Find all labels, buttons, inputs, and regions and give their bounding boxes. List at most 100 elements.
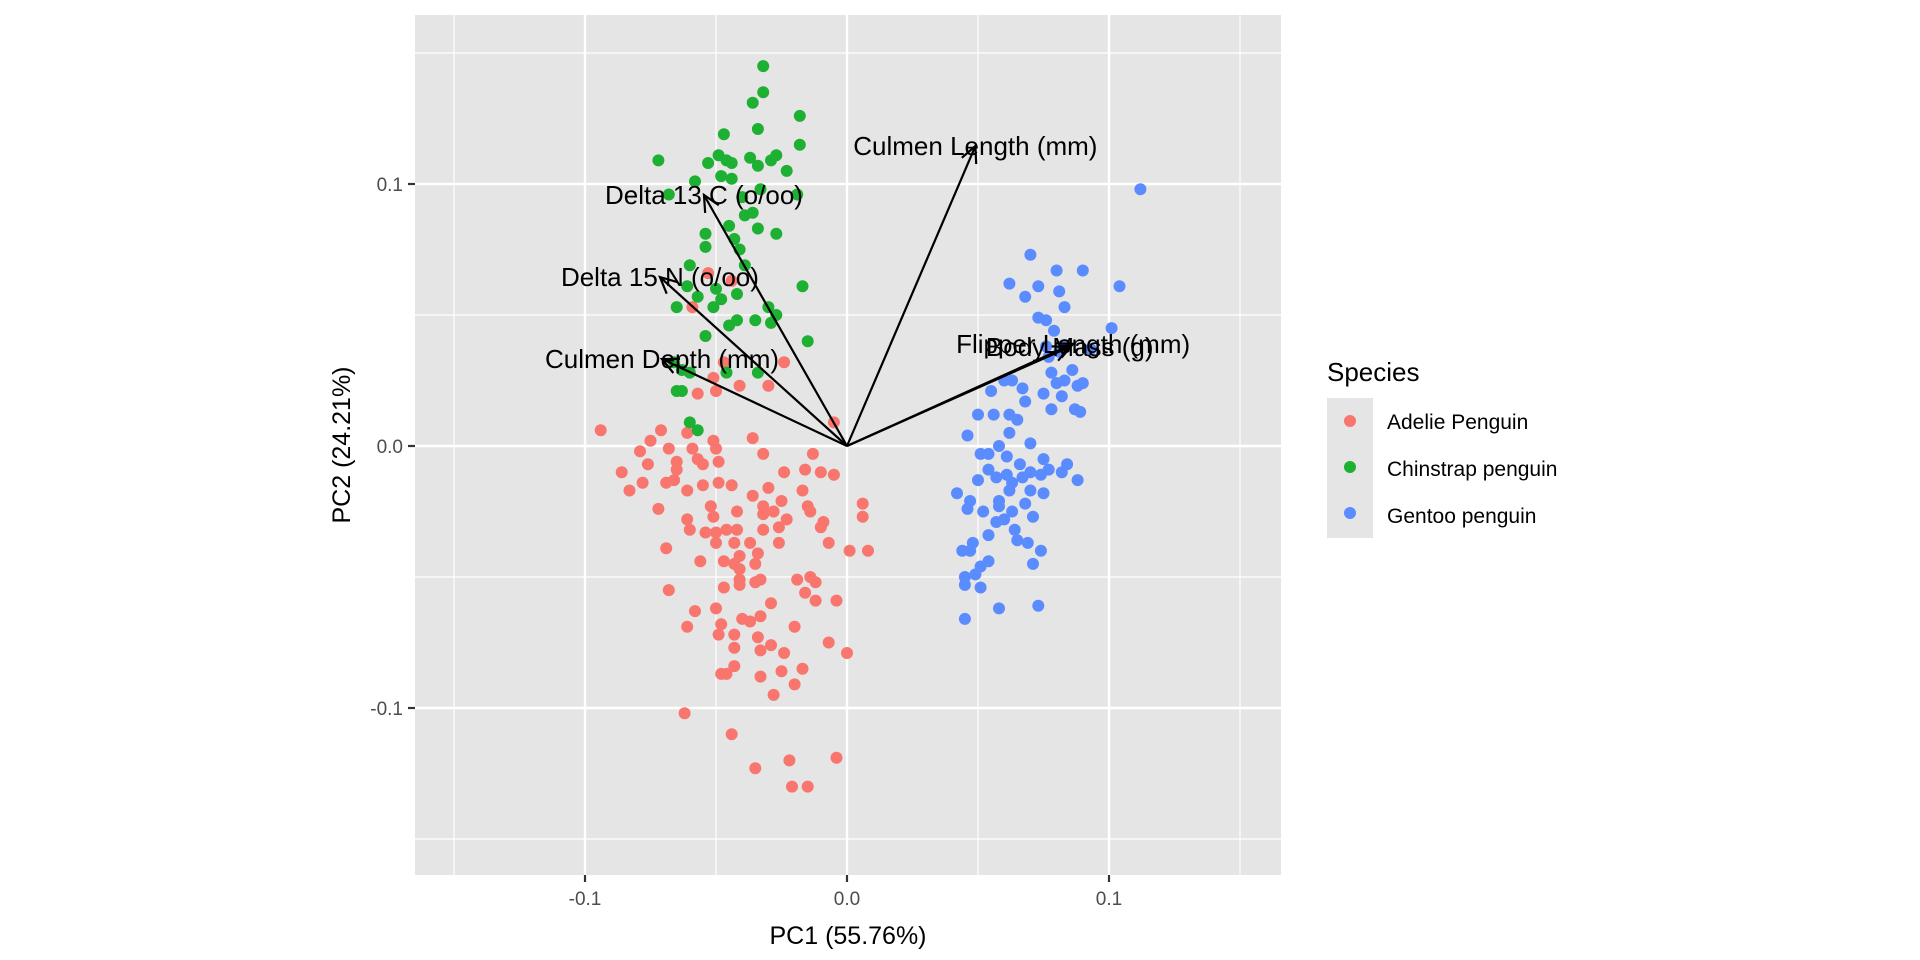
point-adelie [641, 458, 654, 471]
point-adelie [799, 463, 812, 476]
point-adelie [744, 536, 757, 549]
point-chinstrap [744, 151, 757, 164]
point-adelie [694, 555, 707, 568]
point-gentoo [1024, 484, 1037, 497]
point-gentoo [993, 602, 1005, 615]
point-gentoo [982, 447, 995, 460]
point-adelie [707, 510, 720, 523]
label-culmen-length-mm: Culmen Length (mm) [853, 131, 1097, 161]
point-adelie [725, 274, 738, 287]
point-adelie [615, 466, 628, 479]
point-adelie [757, 447, 770, 460]
point-adelie [754, 644, 767, 657]
point-adelie [655, 424, 667, 437]
point-adelie [809, 576, 822, 589]
point-gentoo [972, 474, 984, 487]
arrow-culmen-depth-mm [661, 358, 848, 447]
point-adelie [662, 584, 675, 597]
legend-title: Species [1327, 357, 1420, 387]
point-gentoo [961, 429, 974, 442]
point-gentoo [1019, 497, 1032, 510]
point-gentoo [1021, 536, 1034, 549]
point-adelie [712, 476, 725, 489]
legend-key-adelie [1344, 415, 1356, 427]
point-gentoo [964, 544, 977, 557]
point-adelie [843, 544, 856, 557]
point-chinstrap [754, 183, 767, 196]
point-gentoo [1003, 426, 1016, 439]
label-flipper-length-mm: Flipper Length (mm) [956, 329, 1190, 359]
point-adelie [715, 618, 728, 631]
point-gentoo [1013, 458, 1026, 471]
point-gentoo [977, 505, 990, 518]
point-adelie [668, 474, 681, 487]
point-gentoo [969, 568, 982, 581]
point-gentoo [1034, 468, 1047, 481]
y-axis-title: PC2 (24.21%) [328, 366, 356, 523]
point-adelie [814, 466, 827, 479]
point-adelie [754, 573, 767, 586]
point-gentoo [1053, 285, 1066, 298]
point-adelie [801, 780, 814, 793]
point-adelie [683, 523, 696, 536]
arrowhead-delta-13-c-o-oo [702, 192, 720, 214]
point-adelie [710, 442, 722, 455]
point-chinstrap [689, 175, 701, 188]
point-chinstrap [691, 424, 704, 437]
point-gentoo [1006, 505, 1019, 518]
point-chinstrap [715, 293, 728, 306]
point-adelie [767, 505, 780, 518]
point-adelie [791, 573, 804, 586]
y-tick-label: 0.0 [377, 437, 403, 458]
point-chinstrap [751, 123, 764, 135]
label-body-mass-g: Body Mass (g) [986, 332, 1154, 362]
point-adelie [799, 586, 812, 599]
x-tick-label: 0.0 [834, 889, 860, 910]
point-gentoo [1024, 248, 1037, 261]
arrowhead-culmen-length-mm [961, 143, 978, 165]
point-gentoo [987, 408, 1000, 421]
point-gentoo [1034, 544, 1047, 557]
arrowhead-body-mass-g [1051, 345, 1073, 362]
point-gentoo [1113, 280, 1126, 293]
point-chinstrap [710, 282, 722, 295]
point-adelie [778, 356, 791, 369]
point-adelie [681, 484, 694, 497]
point-adelie [746, 489, 759, 502]
point-chinstrap [691, 290, 704, 303]
legend-label-adelie: Adelie Penguin [1387, 411, 1528, 434]
point-chinstrap [699, 240, 712, 253]
legend-key-chinstrap [1344, 461, 1356, 473]
point-chinstrap [796, 280, 809, 293]
point-adelie [691, 387, 704, 400]
point-chinstrap [702, 157, 715, 169]
point-adelie [775, 495, 788, 507]
point-chinstrap [720, 366, 733, 379]
point-chinstrap [699, 330, 712, 342]
point-adelie [696, 458, 709, 471]
point-adelie [796, 662, 809, 675]
point-gentoo [951, 487, 963, 500]
point-gentoo [1032, 599, 1045, 612]
point-gentoo [1019, 290, 1032, 303]
point-chinstrap [780, 164, 793, 177]
point-gentoo [1084, 343, 1097, 356]
point-adelie [681, 620, 694, 633]
label-delta-15-n-o-oo: Delta 15 N (o/oo) [561, 262, 759, 292]
point-gentoo [1027, 557, 1039, 570]
point-gentoo [1016, 382, 1029, 395]
point-gentoo [1003, 277, 1016, 290]
point-gentoo [1011, 534, 1024, 547]
point-adelie [720, 667, 733, 680]
point-adelie [712, 628, 725, 641]
point-gentoo [1074, 405, 1087, 418]
point-adelie [702, 267, 715, 280]
point-gentoo [990, 471, 1003, 484]
point-adelie [746, 432, 759, 445]
point-chinstrap [757, 60, 770, 73]
point-adelie [710, 385, 722, 397]
point-chinstrap [757, 86, 770, 99]
point-gentoo [1011, 413, 1024, 426]
point-adelie [783, 754, 796, 767]
point-chinstrap [699, 227, 712, 240]
